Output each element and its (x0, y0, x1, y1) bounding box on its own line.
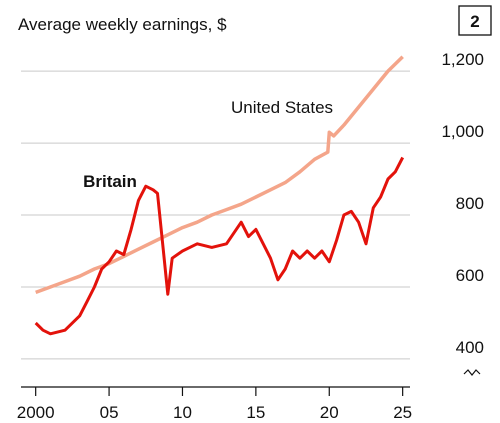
x-tick-label: 05 (100, 403, 119, 422)
axis-break (463, 369, 481, 376)
x-tick-label: 2000 (17, 403, 55, 422)
y-tick-label: 1,000 (441, 122, 484, 141)
series-label: United States (231, 98, 333, 117)
chart-title: Average weekly earnings, $ (18, 15, 227, 34)
x-tick-label: 10 (173, 403, 192, 422)
x-tick-label: 15 (246, 403, 265, 422)
x-tick-label: 20 (320, 403, 339, 422)
series-line (34, 156, 405, 336)
y-tick-label: 400 (456, 338, 484, 357)
y-tick-label: 800 (456, 194, 484, 213)
y-tick-label: 600 (456, 266, 484, 285)
series-label: Britain (83, 172, 137, 191)
chart-number-box (458, 5, 492, 36)
x-tick-label: 25 (393, 403, 412, 422)
series-line (35, 55, 404, 295)
y-tick-label: 1,200 (441, 50, 484, 69)
chart-number: 2 (470, 12, 479, 31)
